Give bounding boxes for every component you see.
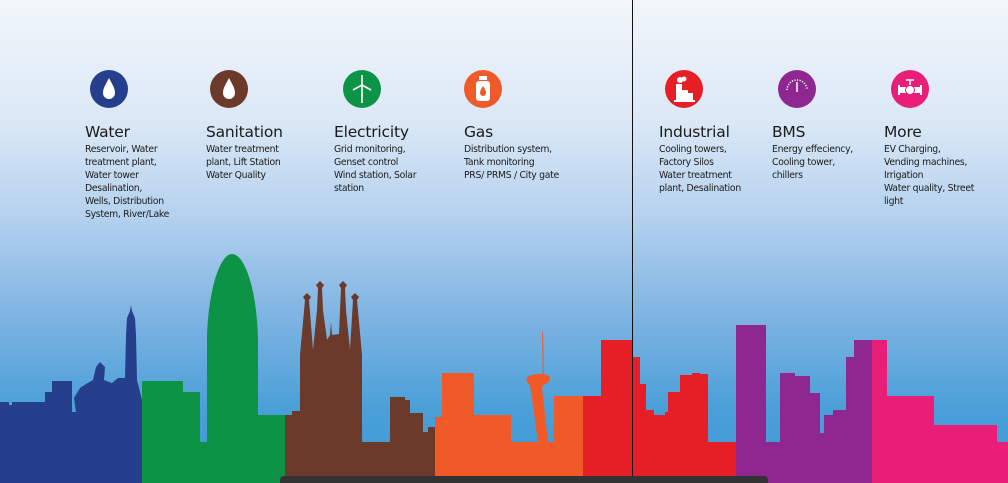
category-description: EV Charging, Vending machines, Irrigatio… [884,144,975,207]
category-description: Water treatment plant, Lift Station Wate… [206,144,281,181]
category-description: Energy effeciency, Cooling tower, chille… [772,144,853,181]
skyline-sanitation-green [142,254,285,483]
water-drop-icon [90,70,128,108]
category-description: Distribution system, Tank monitoring PRS… [464,144,559,181]
category-title: Gas [464,123,493,141]
category-description: Reservoir, Water treatment plant, Water … [85,144,170,220]
section-divider-line [632,0,633,483]
gas-cylinder-icon [464,70,502,108]
factory-icon [665,70,703,108]
skyline-more-pink [872,340,1008,483]
category-title: Sanitation [206,123,283,141]
category-description: Grid monitoring, Genset control Wind sta… [334,144,417,194]
category-title: Electricity [334,123,409,141]
category-title: More [884,123,922,141]
gauge-icon [778,70,816,108]
bottom-bar [280,476,768,483]
wind-turbine-icon [343,70,381,108]
category-description: Cooling towers, Factory Silos Water trea… [659,144,741,194]
skyline-industrial-red [583,340,736,483]
skyline-water-blue [0,305,142,483]
skyline-electricity-brown [285,281,435,483]
category-title: Industrial [659,123,730,141]
skyline-gas-orange [435,330,583,483]
category-title: BMS [772,123,806,141]
water-drop-icon [210,70,248,108]
category-title: Water [85,123,130,141]
valve-icon [891,70,929,108]
skyline-bms-purple [736,325,872,483]
